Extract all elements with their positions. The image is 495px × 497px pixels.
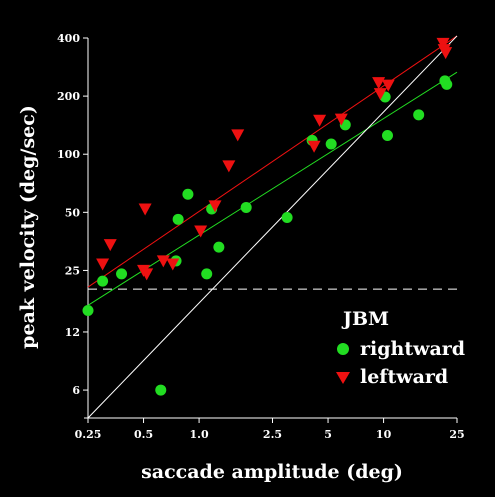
data-point-leftward [222,160,236,173]
data-point-rightward [155,384,167,396]
y-tick-label: 200 [57,90,80,103]
lines-group [87,35,458,419]
y-tick-label: 12 [65,326,80,339]
data-point-rightward [281,212,293,224]
data-point-leftward [138,203,152,216]
y-tick-label: 50 [65,206,81,219]
data-point-leftward [439,47,453,60]
fit-line-unity [87,35,458,419]
data-point-rightward [381,130,393,142]
data-point-leftward [436,37,450,50]
x-tick-label: 25 [449,428,464,441]
legend-rightward-marker [337,343,349,355]
data-point-rightward [172,213,184,225]
y-axis-title: peak velocity (deg/sec) [17,105,39,349]
legend-title: JBM [341,308,389,330]
y-tick-label: 100 [57,148,80,161]
x-tick-label: 10 [376,428,392,441]
data-point-rightward [240,201,252,213]
x-axis-title: saccade amplitude (deg) [141,461,403,483]
y-tick-label: 25 [65,264,80,277]
data-point-leftward [334,113,348,126]
x-tick-label: 0.5 [134,428,153,441]
legend-rightward-label: rightward [360,338,465,360]
legend: JBM rightward leftward [336,308,465,388]
x-tick-label: 1.0 [190,428,209,441]
axes-group: 6 12 25 50 100 200 400 0.25 0.5 1.0 2.5 5 10 25 [57,32,465,441]
data-point-leftward [208,200,222,213]
data-point-leftward [96,258,110,271]
x-tick-label: 2.5 [263,428,282,441]
y-tick-label: 6 [72,384,80,397]
fit-line-rightward [87,71,458,306]
data-point-leftward [313,114,327,127]
data-point-rightward [441,78,453,90]
data-point-leftward [156,255,170,268]
data-point-rightward [182,188,194,200]
data-point-leftward [381,79,395,92]
data-point-leftward [372,77,386,90]
x-tick-label: 5 [324,428,332,441]
data-point-leftward [373,88,387,101]
legend-leftward-label: leftward [360,366,448,388]
data-point-rightward [213,241,225,253]
data-point-rightward [82,305,94,317]
data-point-leftward [194,225,208,238]
data-point-leftward [103,239,117,252]
data-point-leftward [140,268,154,281]
data-point-leftward [231,129,245,142]
data-point-leftward [307,140,321,153]
y-tick-label: 400 [57,32,80,45]
data-point-rightward [413,109,425,121]
data-point-leftward [166,258,180,271]
fit-line-leftward [87,35,458,288]
legend-leftward-marker [336,372,350,384]
data-point-rightward [325,138,337,150]
x-tick-label: 0.25 [75,428,102,441]
data-point-rightward [116,268,128,280]
points-group [82,37,453,396]
data-point-rightward [97,275,109,287]
data-point-rightward [201,268,213,280]
